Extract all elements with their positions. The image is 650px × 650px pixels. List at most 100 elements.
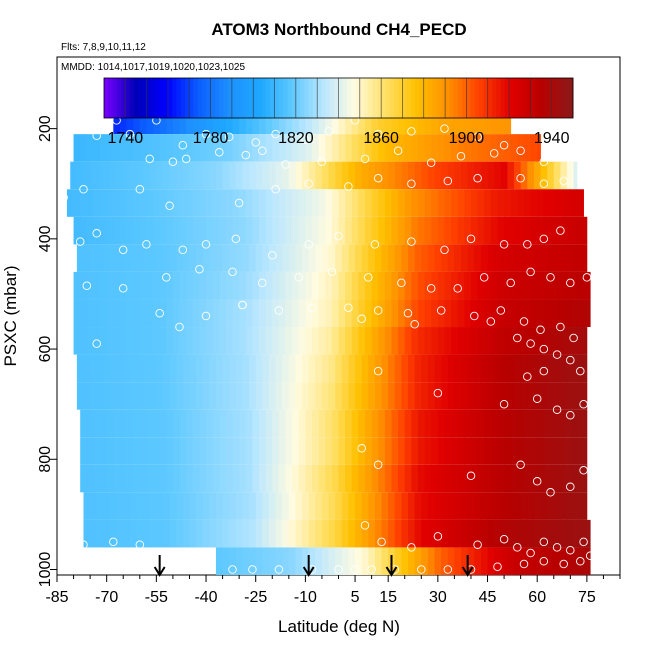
heatmap-cell-15-0 (83, 519, 91, 548)
heatmap-cell-12-63 (497, 437, 505, 465)
heatmap-cell-1-41 (345, 134, 353, 162)
heatmap-cell-9-67 (520, 354, 528, 383)
heatmap-cell-14-73 (567, 492, 575, 520)
colorbar-segment (445, 78, 450, 118)
heatmap-cell-9-28 (262, 354, 270, 383)
heatmap-cell-1-53 (424, 134, 432, 162)
heatmap-cell-13-28 (265, 464, 273, 493)
observation-point (407, 127, 416, 136)
heatmap-cell-10-49 (401, 382, 409, 410)
observation-point (526, 339, 535, 348)
heatmap-cell-13-2 (93, 464, 101, 493)
heatmap-cell-3-37 (312, 189, 320, 217)
x-tick-label: -85 (45, 589, 68, 606)
observation-point (109, 537, 118, 547)
observation-point (195, 264, 204, 274)
heatmap-cell-4-4 (100, 216, 108, 245)
heatmap-cell-13-14 (172, 464, 180, 493)
heatmap-cell-12-16 (186, 437, 194, 465)
heatmap-cell-5-76 (580, 244, 588, 272)
heatmap-cell-10-4 (103, 382, 111, 410)
heatmap-cell-5-18 (196, 244, 204, 272)
heatmap-cell-4-46 (378, 216, 386, 245)
heatmap-cell-12-49 (404, 437, 412, 465)
observation-point (334, 231, 343, 241)
heatmap-cell-1-36 (312, 134, 320, 162)
heatmap-cell-4-45 (371, 216, 379, 245)
heatmap-cell-8-43 (358, 327, 366, 355)
heatmap-cell-4-38 (325, 216, 333, 245)
heatmap-cell-11-6 (119, 409, 127, 438)
heatmap-cell-1-5 (106, 134, 114, 162)
heatmap-cell-1-20 (206, 134, 214, 162)
heatmap-cell-4-76 (576, 216, 584, 245)
heatmap-cell-5-32 (288, 244, 296, 272)
observation-point (566, 545, 575, 555)
observation-point (499, 140, 509, 150)
colorbar (103, 77, 574, 119)
heatmap-cell-14-69 (540, 492, 548, 520)
heatmap-cell-4-14 (166, 216, 174, 245)
colorbar-segment (496, 78, 501, 118)
heatmap-cell-2-22 (215, 161, 223, 190)
heatmap-cell-6-16 (179, 271, 187, 300)
observation-point (546, 488, 555, 497)
heatmap-cell-5-61 (480, 244, 488, 272)
observation-point (397, 278, 406, 288)
observation-point (436, 306, 446, 315)
heatmap-cell-16-34 (441, 547, 449, 575)
heatmap-cell-6-42 (351, 271, 359, 300)
heatmap-cell-12-17 (192, 437, 200, 465)
heatmap-cell-8-70 (537, 327, 545, 355)
heatmap-cell-8-28 (259, 327, 267, 355)
observation-point (224, 132, 234, 142)
heatmap-cell-16-36 (454, 547, 462, 575)
colorbar-segment (125, 78, 130, 118)
heatmap-cell-0-13 (199, 106, 207, 135)
heatmap-cell-8-72 (550, 327, 558, 355)
heatmap-cell-12-35 (312, 437, 320, 465)
heatmap-cell-14-72 (560, 492, 568, 520)
heatmap-cell-10-53 (427, 382, 435, 410)
heatmap-cell-8-74 (563, 327, 571, 355)
heatmap-cell-1-32 (285, 134, 293, 162)
heatmap-cell-3-73 (550, 189, 558, 217)
heatmap-cell-6-30 (272, 271, 280, 300)
heatmap-cell-15-2 (96, 519, 104, 548)
heatmap-cell-14-17 (196, 492, 204, 520)
heatmap-cell-13-51 (417, 464, 425, 493)
heatmap-cell-9-7 (123, 354, 131, 383)
heatmap-cell-13-15 (179, 464, 187, 493)
colorbar-segment (283, 78, 288, 118)
heatmap-cell-6-12 (153, 271, 161, 300)
heatmap-cell-15-39 (341, 519, 349, 548)
heatmap-cell-14-55 (447, 492, 455, 520)
heatmap-cell-2-46 (374, 161, 382, 190)
heatmap-cell-11-67 (523, 409, 531, 438)
heatmap-cell-15-63 (500, 519, 508, 548)
heatmap-cell-15-22 (229, 519, 237, 548)
heatmap-cell-9-53 (427, 354, 435, 383)
heatmap-cell-7-63 (490, 299, 498, 328)
observation-point (516, 173, 525, 183)
heatmap-cell-11-35 (312, 409, 320, 438)
heatmap-cell-1-9 (133, 134, 141, 162)
colorbar-segment (415, 78, 420, 118)
x-tick-label: 45 (479, 589, 497, 606)
heatmap-cell-7-61 (477, 299, 485, 328)
heatmap-cell-9-58 (461, 354, 469, 383)
heatmap-cell-16-21 (355, 547, 363, 575)
heatmap-cell-3-39 (325, 189, 333, 217)
heatmap-cell-3-45 (364, 189, 373, 217)
heatmap-cell-16-6 (255, 547, 263, 575)
heatmap-cell-12-29 (272, 437, 280, 465)
heatmap-cell-9-52 (421, 354, 429, 383)
heatmap-cell-1-0 (73, 134, 81, 162)
heatmap-cell-11-64 (504, 409, 512, 438)
heatmap-cell-3-15 (166, 189, 174, 217)
heatmap-cell-15-58 (467, 519, 475, 548)
latitude-marker-arrow (153, 555, 166, 577)
colorbar-segment (176, 78, 182, 118)
heatmap-cell-12-7 (126, 437, 134, 465)
heatmap-cell-6-27 (252, 271, 260, 300)
